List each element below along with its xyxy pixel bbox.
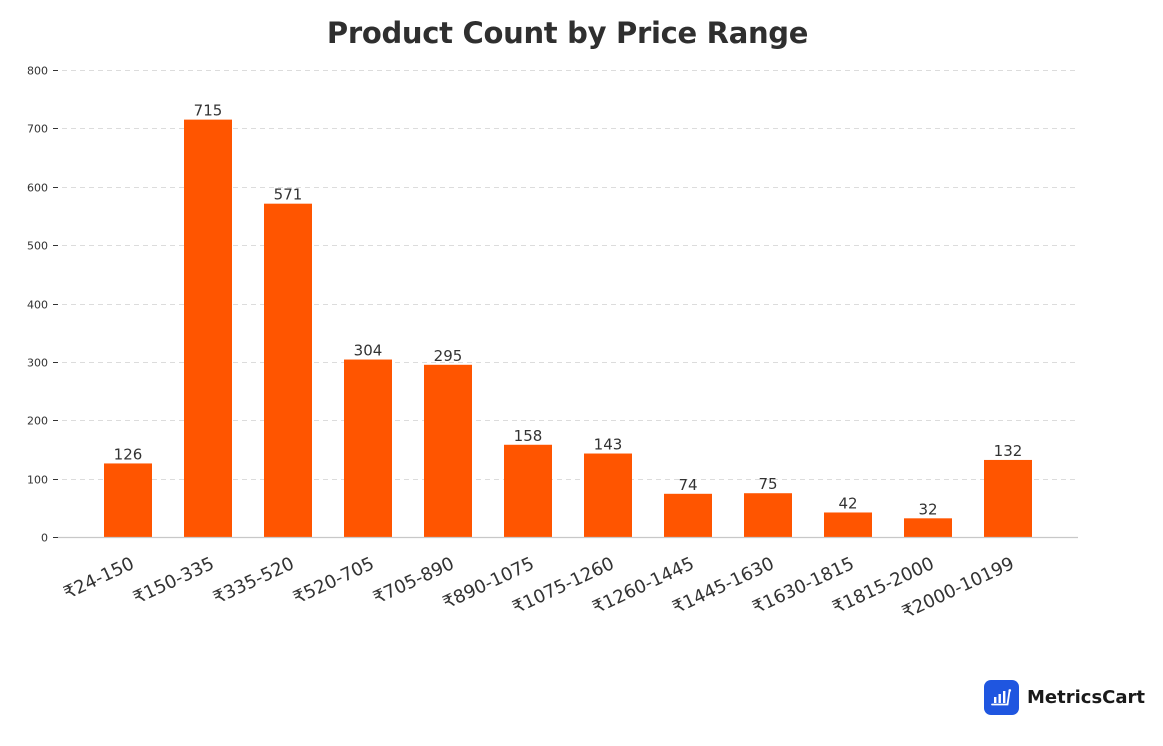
y-tick-label: 600 [27, 182, 48, 195]
metricscart-logo: MetricsCart [984, 680, 1145, 715]
bar [344, 359, 392, 537]
bar [904, 518, 952, 537]
x-tick-label: ₹24-150 [60, 553, 137, 604]
bar [184, 119, 232, 538]
y-tick-label: 0 [41, 532, 48, 545]
x-tick-label: ₹520-705 [290, 553, 377, 609]
y-tick-label: 300 [27, 357, 48, 370]
bar-value-label: 74 [678, 476, 697, 494]
y-tick-label: 400 [27, 299, 48, 312]
bar-value-label: 42 [838, 494, 857, 512]
bar [424, 364, 472, 537]
bar-value-label: 75 [758, 475, 777, 493]
bar-value-label: 126 [114, 445, 143, 463]
y-tick-label: 200 [27, 415, 48, 428]
bar-value-label: 715 [194, 102, 223, 120]
gridlines [62, 70, 1078, 480]
bar [584, 453, 632, 537]
bar [504, 444, 552, 537]
cart-chart-icon [984, 680, 1019, 715]
bar-value-label: 295 [434, 347, 463, 365]
bars: 126 715 571 304 295 158 143 74 75 42 32 132 [104, 102, 1032, 538]
bar-value-label: 143 [594, 436, 623, 454]
x-axis-labels: ₹24-150₹150-335₹335-520₹520-705₹705-890₹… [60, 553, 1017, 623]
bar [824, 512, 872, 537]
y-axis: 0 100 200 300 400 500 600 700 800 [27, 65, 58, 545]
bar-value-label: 158 [514, 427, 543, 445]
y-tick-label: 100 [27, 474, 48, 487]
y-tick-label: 800 [27, 65, 48, 78]
y-tick-label: 500 [27, 240, 48, 253]
chart-title: Product Count by Price Range [326, 16, 809, 50]
bar [744, 493, 792, 537]
bar [264, 203, 312, 537]
bar [104, 463, 152, 537]
bar [984, 459, 1032, 537]
bar-value-label: 32 [918, 500, 937, 518]
y-tick-label: 700 [27, 123, 48, 136]
bar-value-label: 132 [994, 442, 1023, 460]
bar [664, 493, 712, 537]
x-tick-label: ₹335-520 [210, 553, 297, 609]
bar-value-label: 304 [354, 342, 383, 360]
x-tick-label: ₹150-335 [130, 553, 217, 609]
bar-value-label: 571 [274, 186, 303, 204]
logo-text: MetricsCart [1027, 687, 1145, 708]
